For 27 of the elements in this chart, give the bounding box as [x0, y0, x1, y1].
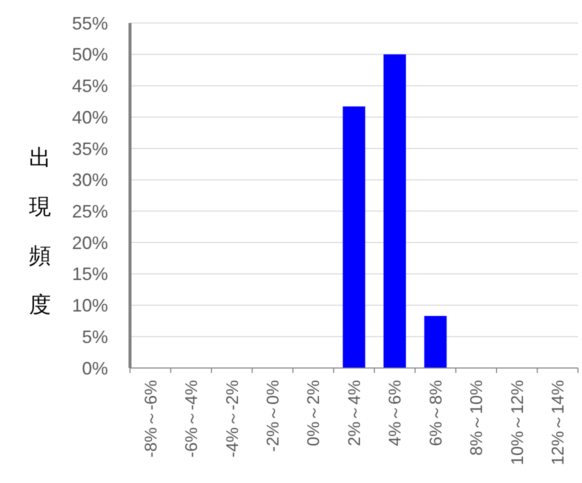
- x-tick-label: -4%～-2%: [222, 380, 242, 458]
- y-axis-title: 出現頻度: [29, 145, 51, 317]
- x-tick-label: 6%～8%: [426, 380, 446, 446]
- y-tick-label: 55%: [72, 13, 108, 34]
- y-tick-label: 20%: [72, 232, 108, 253]
- x-tick-label: -6%～-4%: [182, 380, 202, 458]
- y-tick-label: 40%: [72, 107, 108, 128]
- bar: [424, 316, 447, 368]
- x-tick-label: 0%～2%: [304, 380, 324, 446]
- y-tick-label: 30%: [72, 170, 108, 190]
- x-tick-label: 10%～12%: [508, 380, 527, 466]
- x-tick-label: -2%～0%: [263, 380, 282, 452]
- x-tick-label: -8%～-6%: [141, 380, 160, 458]
- y-tick-label: 0%: [82, 358, 108, 378]
- y-tick-label: 35%: [72, 138, 108, 159]
- x-tick-label: 4%～6%: [386, 380, 405, 446]
- y-tick-label: 45%: [72, 76, 108, 96]
- x-tick-label: 8%～10%: [467, 380, 486, 456]
- y-tick-label: 15%: [72, 264, 108, 284]
- y-tick-label: 50%: [72, 44, 108, 65]
- x-tick-label: 2%～4%: [344, 380, 364, 446]
- y-tick-label: 25%: [72, 201, 108, 222]
- bar: [342, 106, 366, 368]
- y-tick-label: 5%: [82, 326, 108, 347]
- x-tick-label: 12%～14%: [548, 380, 568, 466]
- bar: [384, 54, 406, 368]
- y-tick-label: 10%: [72, 296, 108, 316]
